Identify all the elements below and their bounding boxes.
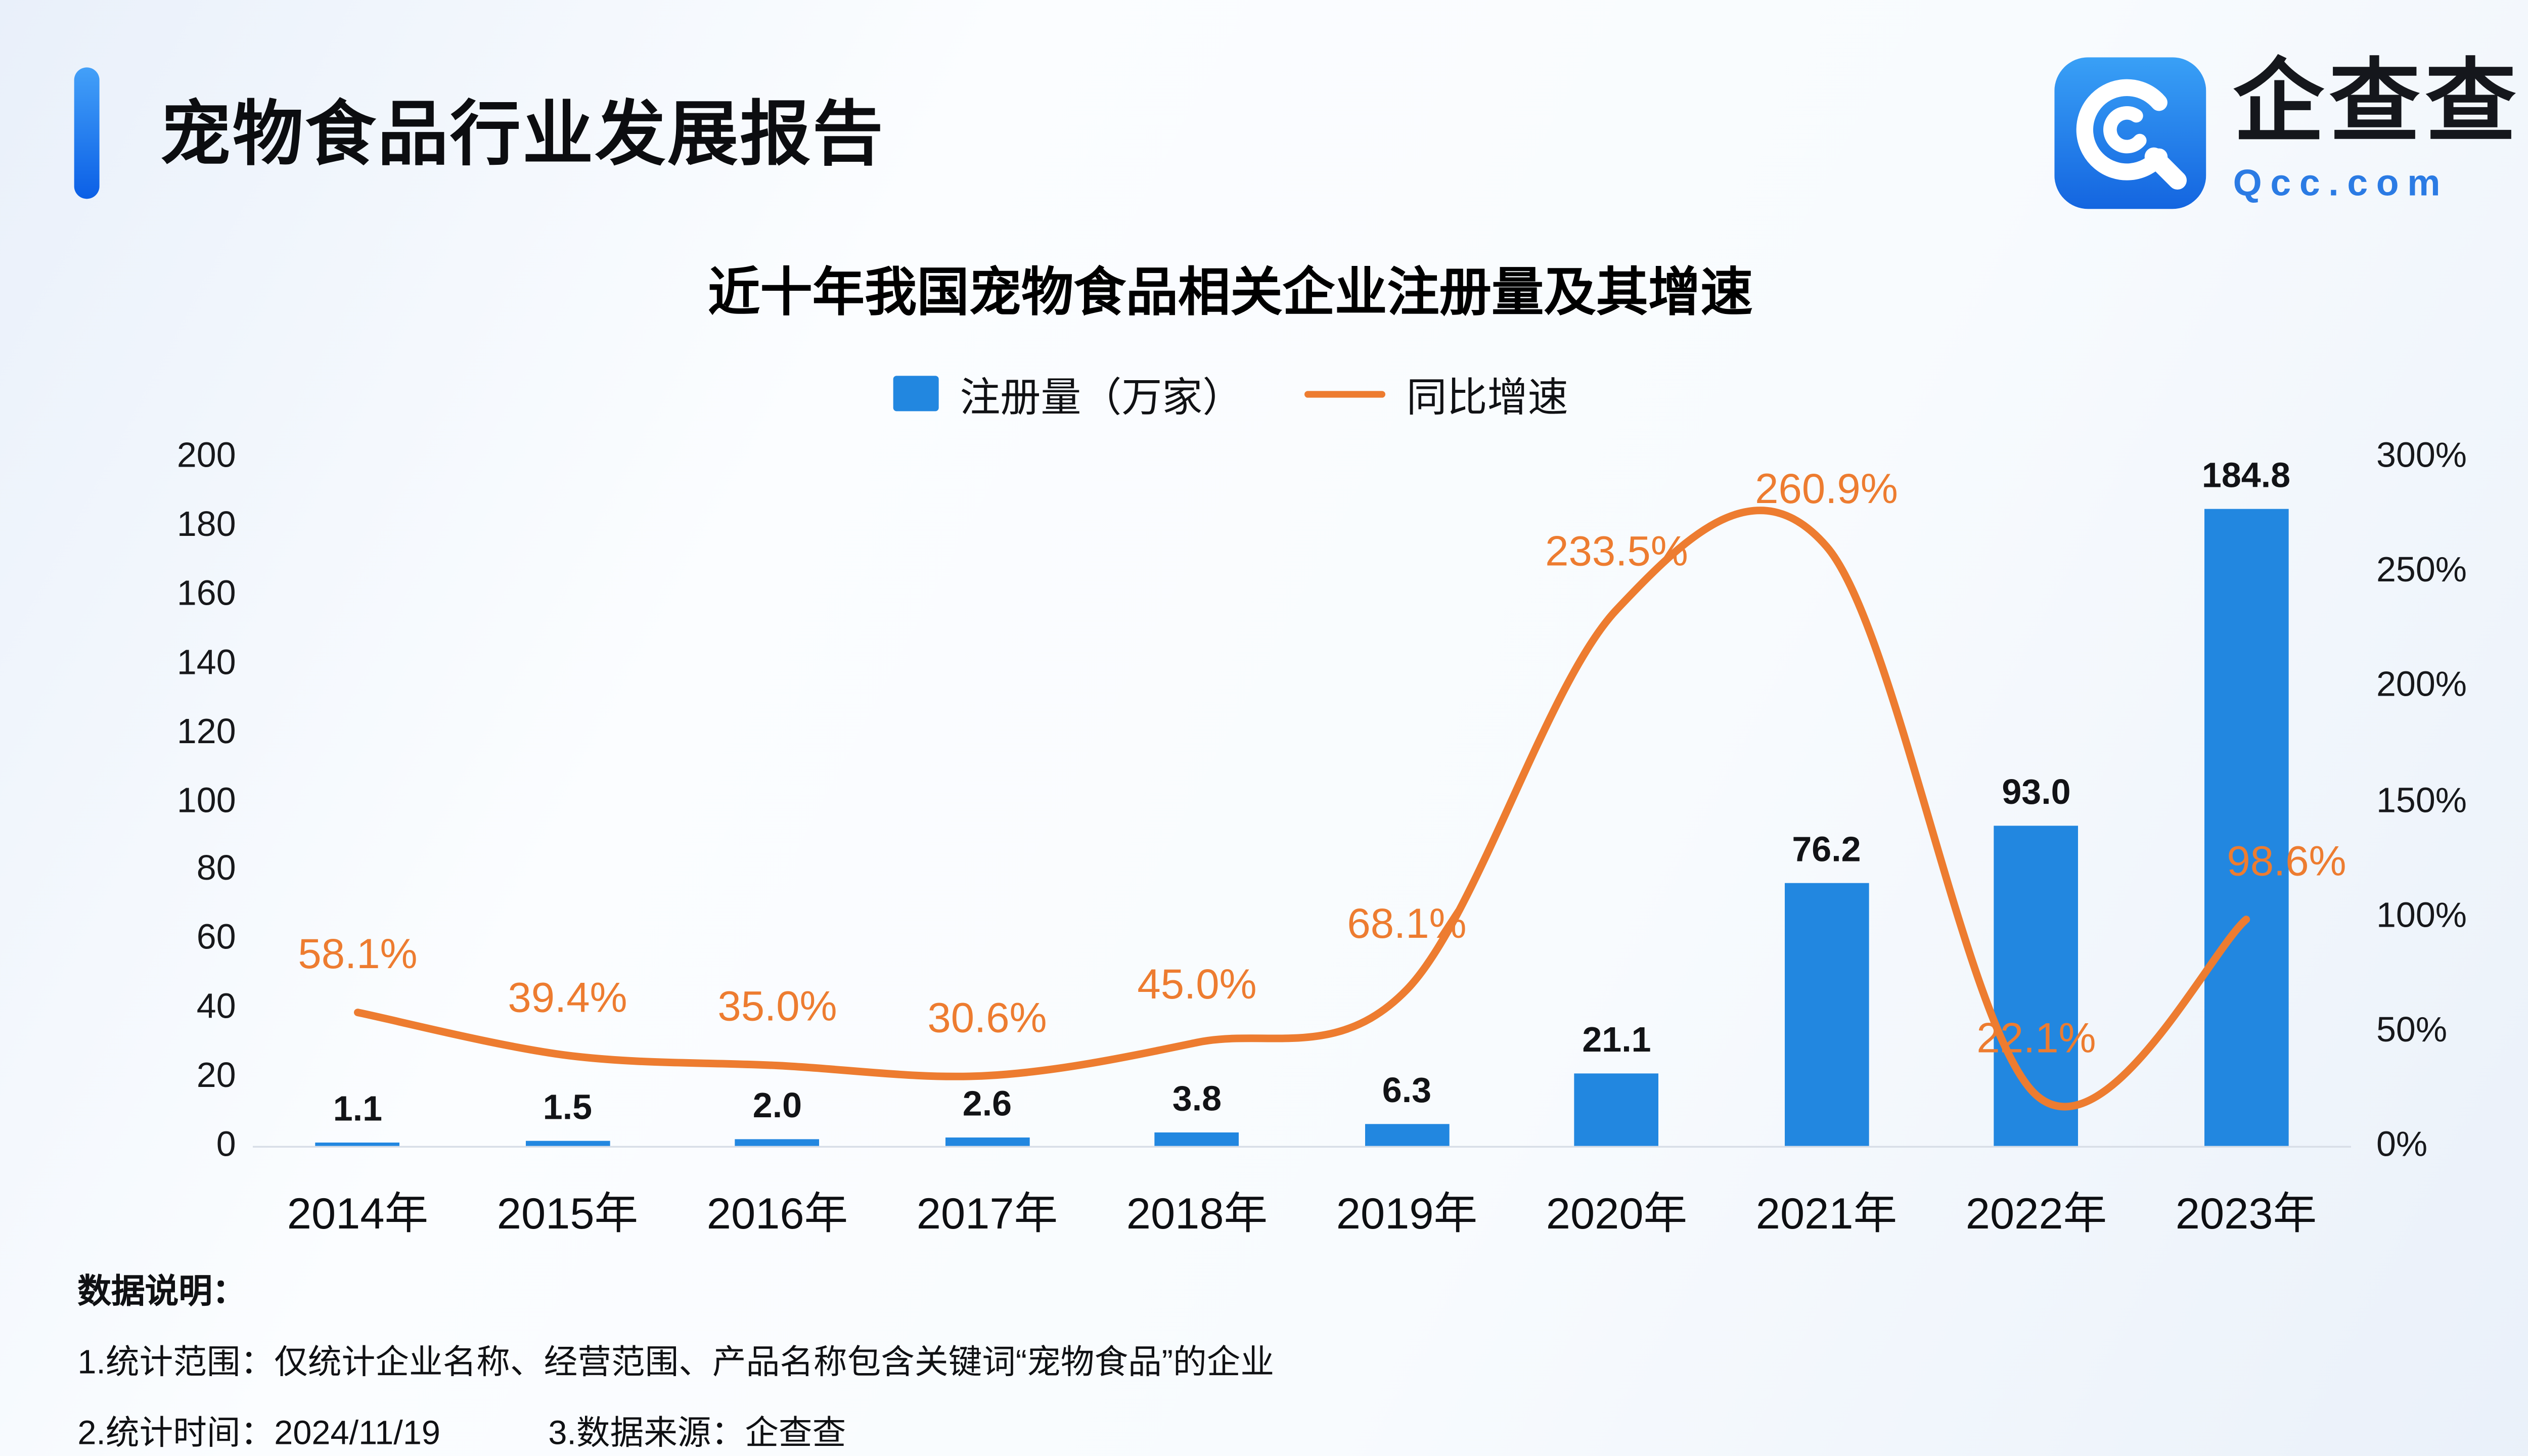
bar-value-label: 21.1 [1582, 1021, 1651, 1060]
bar [525, 1141, 610, 1146]
bar-value-label: 3.8 [1172, 1080, 1222, 1120]
bar [945, 1136, 1029, 1146]
x-axis-label: 2020年 [1546, 1188, 1688, 1239]
x-axis-label: 2016年 [706, 1188, 848, 1239]
title-accent-bar [74, 67, 100, 199]
qcc-logo-icon [2054, 57, 2206, 209]
report-title: 宠物食品行业发展报告 [160, 94, 885, 174]
growth-point-label: 22.1% [1976, 1015, 2096, 1063]
bar [1574, 1073, 1659, 1146]
y-axis-tick-right: 150% [2376, 781, 2467, 820]
y-axis-tick-right: 300% [2376, 436, 2467, 475]
logo-name: 企查查 [2233, 52, 2521, 154]
y-axis-tick-right: 200% [2376, 666, 2467, 705]
bar [1784, 883, 1869, 1146]
x-axis-label: 2023年 [2175, 1188, 2317, 1239]
x-axis-baseline [253, 1146, 2351, 1148]
bar-value-label: 1.1 [333, 1089, 383, 1129]
growth-point-label: 260.9% [1755, 466, 1898, 514]
note-scope: 1.统计范围：仅统计企业名称、经营范围、产品名称包含关键词“宠物食品”的企业 [77, 1345, 1275, 1382]
bar [1994, 825, 2079, 1146]
x-axis-label: 2015年 [496, 1188, 639, 1239]
y-axis-tick-left: 160 [176, 574, 236, 613]
bar [735, 1139, 820, 1146]
bar [315, 1142, 400, 1146]
growth-point-label: 233.5% [1545, 527, 1688, 575]
note-time: 2.统计时间：2024/11/19 [77, 1416, 440, 1453]
y-axis-tick-left: 200 [176, 436, 236, 475]
y-axis-tick-left: 80 [196, 850, 236, 889]
growth-point-label: 45.0% [1137, 961, 1257, 1008]
y-axis-tick-left: 180 [176, 505, 236, 544]
y-axis-tick-right: 100% [2376, 896, 2467, 935]
y-axis-tick-left: 140 [176, 643, 236, 682]
growth-point-label: 30.6% [927, 995, 1047, 1043]
legend-item-growth: 同比增速 [1303, 364, 1568, 423]
legend-label-growth: 同比增速 [1406, 376, 1568, 422]
growth-point-label: 98.6% [2227, 837, 2346, 885]
y-axis-tick-left: 100 [176, 781, 236, 820]
y-axis-tick-left: 0 [216, 1125, 236, 1165]
bar-series-swatch-icon [892, 376, 938, 412]
growth-point-label: 68.1% [1347, 901, 1467, 948]
note-row: 2.统计时间：2024/11/19 3.数据来源：企查查 [77, 1405, 846, 1454]
logo-text: 企查查 Qcc.com [2233, 57, 2521, 205]
growth-point-label: 58.1% [298, 930, 418, 978]
logo-domain: Qcc.com [2233, 162, 2449, 204]
chart-legend: 注册量（万家） 同比增速 [0, 364, 2461, 423]
y-axis-tick-left: 20 [196, 1057, 236, 1096]
brand-logo: 企查查 Qcc.com [2054, 57, 2521, 209]
chart-title: 近十年我国宠物食品相关企业注册量及其增速 [708, 263, 1753, 322]
x-axis-label: 2017年 [916, 1188, 1058, 1239]
y-axis-tick-left: 40 [196, 987, 236, 1027]
x-axis-label: 2022年 [1965, 1188, 2107, 1239]
bar-value-label: 93.0 [2002, 773, 2071, 812]
bar-value-label: 76.2 [1792, 831, 1861, 870]
growth-point-label: 39.4% [508, 975, 627, 1023]
bar-value-label: 184.8 [2201, 457, 2291, 496]
y-axis-tick-left: 60 [196, 919, 236, 958]
x-axis-label: 2021年 [1755, 1188, 1898, 1239]
legend-item-registrations: 注册量（万家） [892, 364, 1243, 423]
y-axis-tick-right: 250% [2376, 551, 2467, 590]
bar-value-label: 1.5 [543, 1088, 593, 1127]
bar-value-label: 6.3 [1382, 1072, 1432, 1111]
line-series-swatch-icon [1303, 390, 1385, 397]
bar [2204, 509, 2288, 1146]
bar [1365, 1124, 1449, 1146]
growth-point-label: 35.0% [717, 983, 837, 1031]
y-axis-tick-left: 120 [176, 712, 236, 751]
y-axis-tick-right: 0% [2376, 1125, 2428, 1165]
bar [1155, 1132, 1239, 1146]
notes-heading: 数据说明： [77, 1274, 246, 1311]
note-source: 3.数据来源：企查查 [548, 1416, 846, 1453]
bar-value-label: 2.6 [962, 1084, 1012, 1124]
bar-value-label: 2.0 [752, 1086, 802, 1126]
x-axis-label: 2018年 [1126, 1188, 1268, 1239]
y-axis-tick-right: 50% [2376, 1011, 2448, 1050]
x-axis-label: 2019年 [1336, 1188, 1478, 1239]
legend-label-registrations: 注册量（万家） [960, 376, 1243, 422]
x-axis-label: 2014年 [287, 1188, 429, 1239]
